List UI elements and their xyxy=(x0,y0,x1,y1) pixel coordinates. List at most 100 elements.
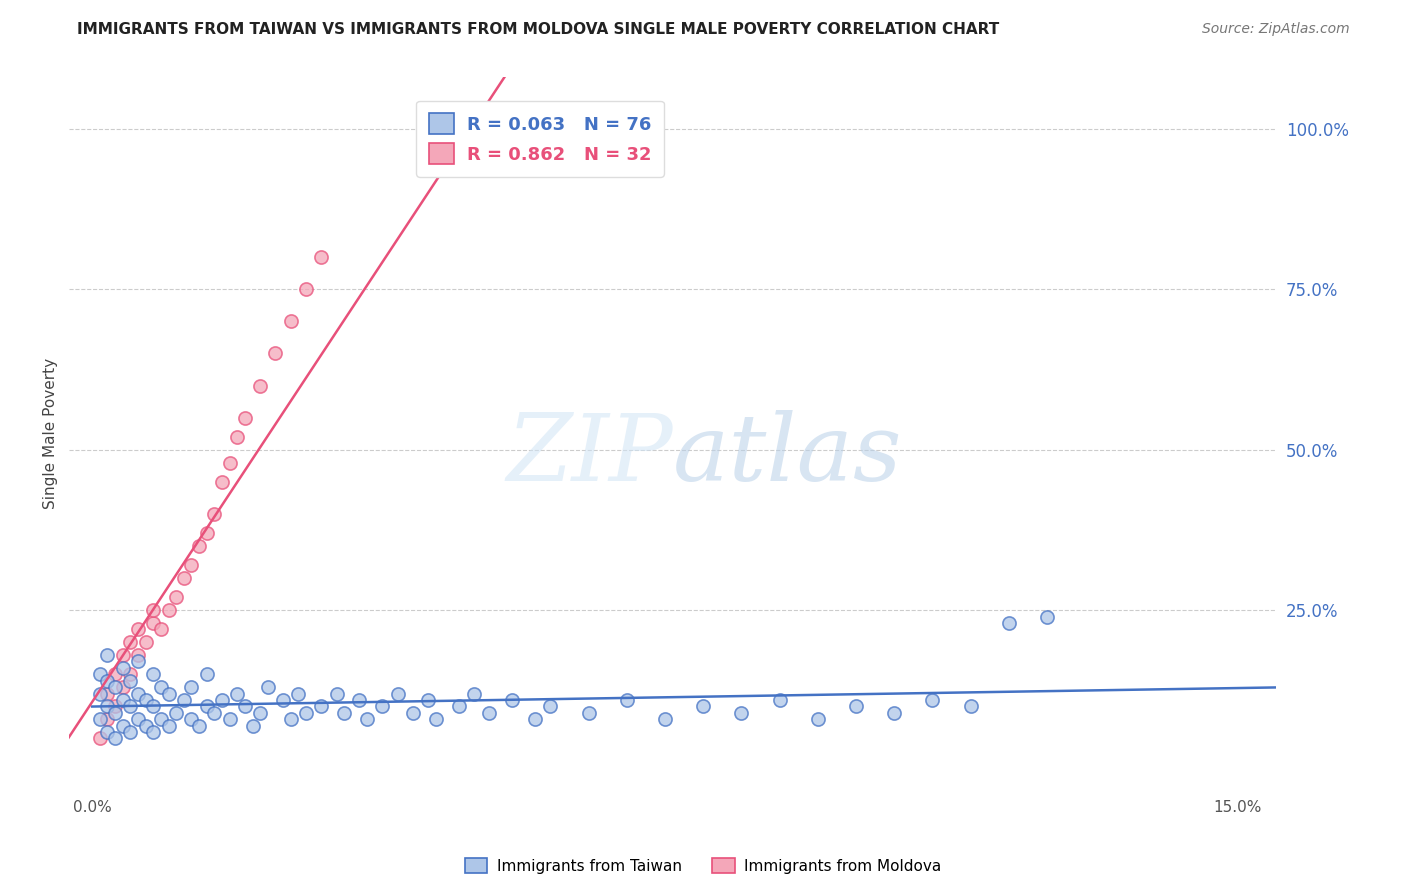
Point xyxy=(280,314,302,328)
Point xyxy=(249,706,271,720)
Point xyxy=(149,680,172,694)
Point xyxy=(135,635,157,649)
Point xyxy=(96,699,118,714)
Point xyxy=(578,115,600,129)
Point xyxy=(226,430,249,444)
Point xyxy=(120,699,142,714)
Point xyxy=(280,712,302,726)
Point xyxy=(89,731,111,746)
Point xyxy=(149,712,172,726)
Point xyxy=(127,648,149,662)
Point xyxy=(845,699,868,714)
Point xyxy=(127,655,149,669)
Point xyxy=(195,667,218,681)
Point xyxy=(349,693,371,707)
Point xyxy=(111,648,134,662)
Point xyxy=(120,667,142,681)
Point xyxy=(402,706,425,720)
Point xyxy=(418,693,440,707)
Point xyxy=(356,712,378,726)
Point xyxy=(89,687,111,701)
Point xyxy=(478,706,501,720)
Point xyxy=(104,731,127,746)
Point xyxy=(127,623,149,637)
Point xyxy=(202,507,225,521)
Point xyxy=(616,693,638,707)
Point xyxy=(188,719,211,733)
Point xyxy=(501,693,523,707)
Point xyxy=(195,699,218,714)
Point xyxy=(104,706,127,720)
Point xyxy=(264,346,287,360)
Point xyxy=(371,699,394,714)
Text: atlas: atlas xyxy=(672,410,903,500)
Point xyxy=(295,282,318,296)
Point xyxy=(165,706,187,720)
Point xyxy=(921,693,943,707)
Point xyxy=(96,648,118,662)
Point xyxy=(157,687,180,701)
Point xyxy=(959,699,981,714)
Point xyxy=(96,673,118,688)
Point xyxy=(578,706,600,720)
Point xyxy=(149,623,172,637)
Point xyxy=(730,706,752,720)
Point xyxy=(142,615,165,630)
Point xyxy=(249,378,271,392)
Point xyxy=(311,250,333,264)
Point xyxy=(807,712,830,726)
Point xyxy=(524,712,547,726)
Point xyxy=(242,719,264,733)
Point xyxy=(104,667,127,681)
Point xyxy=(233,699,256,714)
Point xyxy=(311,699,333,714)
Point xyxy=(157,603,180,617)
Point xyxy=(387,687,409,701)
Point xyxy=(96,687,118,701)
Point xyxy=(120,635,142,649)
Point xyxy=(104,699,127,714)
Point xyxy=(142,699,165,714)
Point xyxy=(135,719,157,733)
Point xyxy=(540,699,562,714)
Point xyxy=(768,693,790,707)
Point xyxy=(188,539,211,553)
Point xyxy=(226,687,249,701)
Point xyxy=(173,571,195,585)
Point xyxy=(883,706,905,720)
Y-axis label: Single Male Poverty: Single Male Poverty xyxy=(44,358,58,509)
Point xyxy=(325,687,347,701)
Point xyxy=(425,712,447,726)
Legend: Immigrants from Taiwan, Immigrants from Moldova: Immigrants from Taiwan, Immigrants from … xyxy=(458,852,948,880)
Point xyxy=(211,693,233,707)
Text: IMMIGRANTS FROM TAIWAN VS IMMIGRANTS FROM MOLDOVA SINGLE MALE POVERTY CORRELATIO: IMMIGRANTS FROM TAIWAN VS IMMIGRANTS FRO… xyxy=(77,22,1000,37)
Point xyxy=(111,680,134,694)
Point xyxy=(287,687,309,701)
Text: Source: ZipAtlas.com: Source: ZipAtlas.com xyxy=(1202,22,1350,37)
Point xyxy=(142,725,165,739)
Point xyxy=(142,603,165,617)
Point xyxy=(218,712,240,726)
Point xyxy=(135,693,157,707)
Point xyxy=(256,680,278,694)
Point xyxy=(180,558,202,573)
Point xyxy=(157,719,180,733)
Point xyxy=(165,591,187,605)
Point xyxy=(195,526,218,541)
Legend: R = 0.063   N = 76, R = 0.862   N = 32: R = 0.063 N = 76, R = 0.862 N = 32 xyxy=(416,101,664,177)
Point xyxy=(111,693,134,707)
Point xyxy=(271,693,294,707)
Point xyxy=(96,712,118,726)
Point xyxy=(211,475,233,489)
Point xyxy=(120,673,142,688)
Point xyxy=(692,699,714,714)
Point xyxy=(1036,609,1059,624)
Point xyxy=(89,712,111,726)
Point xyxy=(295,706,318,720)
Point xyxy=(111,719,134,733)
Point xyxy=(180,712,202,726)
Point xyxy=(447,699,470,714)
Point xyxy=(233,410,256,425)
Point xyxy=(89,667,111,681)
Text: ZIP: ZIP xyxy=(506,410,672,500)
